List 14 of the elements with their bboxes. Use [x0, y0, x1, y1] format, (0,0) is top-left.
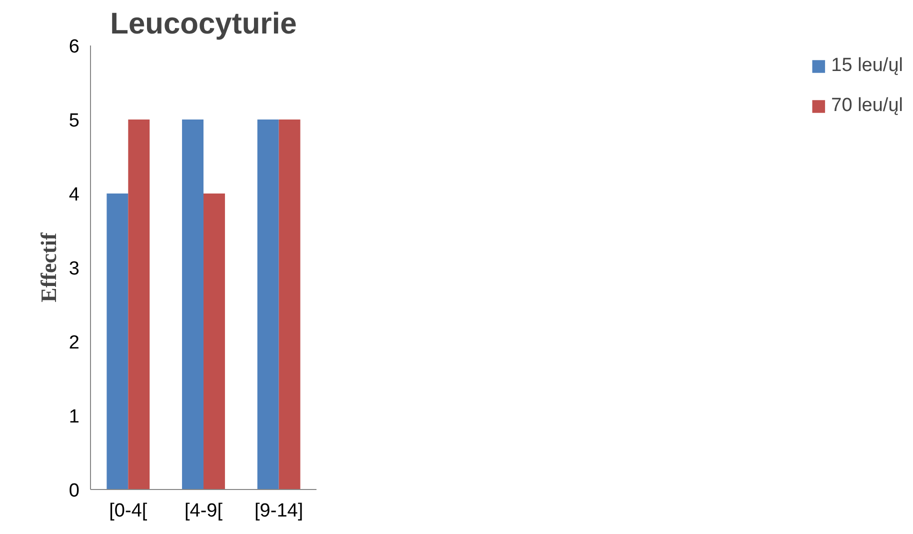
y-tick-label: 5 — [68, 110, 80, 132]
y-tick-label: 2 — [68, 332, 80, 354]
y-axis-title: Effectif — [36, 232, 61, 302]
y-tick-label: 0 — [68, 480, 80, 502]
chart-title: Leucocyturie — [110, 8, 297, 40]
y-tick-label: 1 — [68, 406, 80, 428]
x-tick-label: [0-4[ — [109, 500, 148, 522]
x-tick-label: [4-9[ — [184, 500, 224, 522]
y-tick-label: 6 — [68, 36, 80, 58]
x-tick-label: [9-14] — [254, 500, 304, 522]
legend-label: 70 leu/ųl — [831, 95, 903, 117]
y-tick-label: 3 — [68, 258, 80, 280]
legend-label: 15 leu/ųl — [831, 55, 903, 77]
y-tick-label: 4 — [68, 184, 80, 206]
